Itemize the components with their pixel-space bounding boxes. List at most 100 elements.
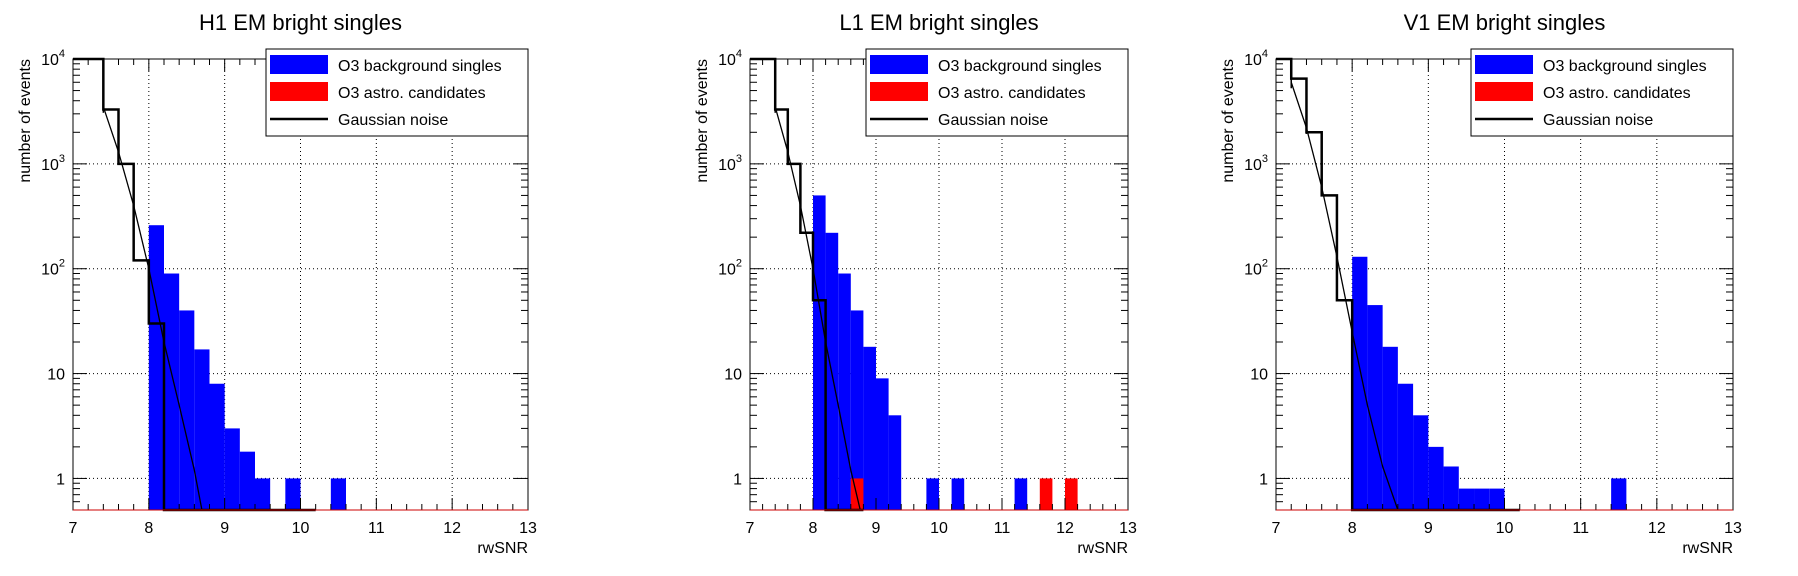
bar bbox=[179, 310, 195, 510]
y-tick-exponent: 3 bbox=[736, 153, 742, 165]
y-tick-exponent: 2 bbox=[1262, 258, 1268, 270]
y-tick-base: 10 bbox=[1244, 262, 1262, 279]
series-background bbox=[148, 225, 346, 510]
bar bbox=[1352, 256, 1368, 510]
bar bbox=[1014, 478, 1028, 510]
x-tick-label: 12 bbox=[443, 520, 461, 537]
y-tick-base: 10 bbox=[47, 367, 65, 384]
bar bbox=[1382, 346, 1398, 510]
x-tick-label: 9 bbox=[872, 520, 881, 537]
x-tick-label: 12 bbox=[1648, 520, 1666, 537]
y-tick-exponent: 2 bbox=[59, 258, 65, 270]
legend-label: O3 background singles bbox=[338, 58, 502, 75]
bar bbox=[194, 349, 210, 510]
bar bbox=[148, 225, 164, 510]
gaussian-curve bbox=[102, 106, 203, 511]
x-tick-label: 11 bbox=[994, 520, 1011, 537]
x-tick-label: 7 bbox=[1272, 520, 1281, 537]
y-tick-exponent: 2 bbox=[736, 258, 742, 270]
bar bbox=[888, 415, 902, 510]
y-tick-label: 1 bbox=[1259, 471, 1268, 488]
y-tick-exponent: 3 bbox=[59, 153, 65, 165]
bar bbox=[1413, 415, 1429, 510]
y-tick-exponent: 4 bbox=[736, 48, 742, 60]
y-axis-label: number of events bbox=[1220, 59, 1237, 183]
legend-label: Gaussian noise bbox=[938, 112, 1048, 129]
bar bbox=[1397, 383, 1414, 510]
series-gaussian-noise bbox=[73, 57, 316, 512]
legend-label: O3 astro. candidates bbox=[938, 85, 1086, 102]
x-tick-label: 9 bbox=[1424, 520, 1433, 537]
y-tick-base: 10 bbox=[718, 262, 736, 279]
y-tick-label: 102 bbox=[1244, 258, 1268, 279]
y-tick-label: 102 bbox=[41, 258, 65, 279]
bar bbox=[951, 478, 965, 510]
x-tick-label: 8 bbox=[809, 520, 818, 537]
bar bbox=[1428, 446, 1444, 510]
bar bbox=[863, 346, 876, 510]
y-tick-base: 10 bbox=[41, 157, 59, 174]
legend-label: O3 background singles bbox=[1543, 58, 1707, 75]
legend-swatch bbox=[1475, 82, 1533, 101]
y-tick-base: 10 bbox=[718, 52, 736, 69]
y-axis-label: number of events bbox=[17, 59, 34, 183]
y-tick-exponent: 3 bbox=[1262, 153, 1268, 165]
x-tick-label: 7 bbox=[746, 520, 755, 537]
y-tick-label: 1 bbox=[733, 471, 742, 488]
legend-label: O3 astro. candidates bbox=[1543, 85, 1691, 102]
y-tick-label: 103 bbox=[718, 153, 742, 174]
x-tick-label: 10 bbox=[292, 520, 310, 537]
legend-swatch bbox=[270, 55, 328, 74]
bar bbox=[255, 478, 271, 510]
x-tick-label: 10 bbox=[1496, 520, 1514, 537]
legend: O3 background singles O3 astro. candidate… bbox=[865, 48, 1129, 137]
bar bbox=[1489, 488, 1505, 510]
y-tick-base: 1 bbox=[733, 471, 742, 488]
x-tick-label: 13 bbox=[1724, 520, 1742, 537]
series-background bbox=[813, 195, 1028, 510]
y-tick-label: 10 bbox=[1250, 367, 1268, 384]
x-tick-label: 9 bbox=[220, 520, 229, 537]
legend-swatch bbox=[270, 82, 328, 101]
bar bbox=[838, 273, 851, 510]
x-axis-label: rwSNR bbox=[477, 540, 528, 557]
legend-label: O3 astro. candidates bbox=[338, 85, 486, 102]
y-tick-base: 10 bbox=[41, 52, 59, 69]
y-tick-label: 104 bbox=[718, 48, 742, 69]
y-tick-exponent: 4 bbox=[1262, 48, 1268, 60]
x-tick-label: 11 bbox=[1572, 520, 1589, 537]
x-axis: 7 8 9 10 11 12 13 rwSNR bbox=[69, 59, 537, 557]
y-axis-label: number of events bbox=[694, 59, 711, 183]
legend-label: O3 background singles bbox=[938, 58, 1102, 75]
y-tick-label: 103 bbox=[1244, 153, 1268, 174]
legend: O3 background singles O3 astro. candidate… bbox=[265, 48, 529, 137]
x-tick-label: 13 bbox=[519, 520, 537, 537]
bar bbox=[1458, 488, 1475, 510]
bar bbox=[209, 383, 225, 510]
bar bbox=[164, 273, 180, 510]
bar bbox=[1367, 305, 1383, 510]
series-gaussian-noise bbox=[1276, 57, 1520, 512]
y-tick-base: 10 bbox=[1250, 367, 1268, 384]
legend: O3 background singles O3 astro. candidate… bbox=[1470, 48, 1734, 137]
legend-swatch bbox=[870, 55, 928, 74]
x-tick-label: 10 bbox=[930, 520, 948, 537]
chart-title: L1 EM bright singles bbox=[839, 10, 1038, 35]
gaussian-curve bbox=[774, 106, 861, 511]
x-tick-label: 8 bbox=[1348, 520, 1357, 537]
y-tick-exponent: 4 bbox=[59, 48, 65, 60]
y-tick-label: 103 bbox=[41, 153, 65, 174]
y-tick-base: 10 bbox=[718, 157, 736, 174]
legend-label: Gaussian noise bbox=[338, 112, 448, 129]
bar bbox=[330, 478, 346, 510]
gaussian-curve bbox=[1290, 82, 1399, 511]
series-gaussian-noise bbox=[750, 57, 864, 512]
bar bbox=[926, 478, 939, 510]
y-tick-label: 104 bbox=[41, 48, 65, 69]
y-tick-base: 10 bbox=[724, 367, 742, 384]
bar bbox=[813, 195, 826, 510]
